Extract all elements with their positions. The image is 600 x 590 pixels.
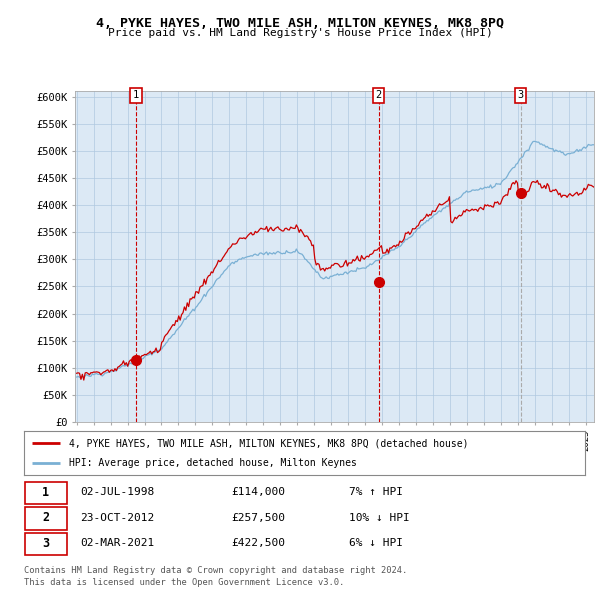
Text: Price paid vs. HM Land Registry's House Price Index (HPI): Price paid vs. HM Land Registry's House … xyxy=(107,28,493,38)
FancyBboxPatch shape xyxy=(25,507,67,530)
Text: 2: 2 xyxy=(376,90,382,100)
Text: 1: 1 xyxy=(43,486,49,499)
Text: 3: 3 xyxy=(43,537,49,550)
FancyBboxPatch shape xyxy=(25,482,67,504)
Text: 2: 2 xyxy=(43,511,49,525)
Text: 1: 1 xyxy=(133,90,139,100)
Text: 02-MAR-2021: 02-MAR-2021 xyxy=(80,538,154,548)
Text: HPI: Average price, detached house, Milton Keynes: HPI: Average price, detached house, Milt… xyxy=(69,458,357,467)
Text: 23-OCT-2012: 23-OCT-2012 xyxy=(80,513,154,523)
Text: 4, PYKE HAYES, TWO MILE ASH, MILTON KEYNES, MK8 8PQ: 4, PYKE HAYES, TWO MILE ASH, MILTON KEYN… xyxy=(96,17,504,30)
Text: 7% ↑ HPI: 7% ↑ HPI xyxy=(349,487,403,497)
FancyBboxPatch shape xyxy=(25,533,67,555)
Text: £422,500: £422,500 xyxy=(232,538,286,548)
Text: 6% ↓ HPI: 6% ↓ HPI xyxy=(349,538,403,548)
Text: 3: 3 xyxy=(517,90,524,100)
Text: This data is licensed under the Open Government Licence v3.0.: This data is licensed under the Open Gov… xyxy=(24,578,344,587)
Text: Contains HM Land Registry data © Crown copyright and database right 2024.: Contains HM Land Registry data © Crown c… xyxy=(24,566,407,575)
Text: 4, PYKE HAYES, TWO MILE ASH, MILTON KEYNES, MK8 8PQ (detached house): 4, PYKE HAYES, TWO MILE ASH, MILTON KEYN… xyxy=(69,438,469,448)
Text: 10% ↓ HPI: 10% ↓ HPI xyxy=(349,513,410,523)
Text: £257,500: £257,500 xyxy=(232,513,286,523)
Text: £114,000: £114,000 xyxy=(232,487,286,497)
Text: 02-JUL-1998: 02-JUL-1998 xyxy=(80,487,154,497)
